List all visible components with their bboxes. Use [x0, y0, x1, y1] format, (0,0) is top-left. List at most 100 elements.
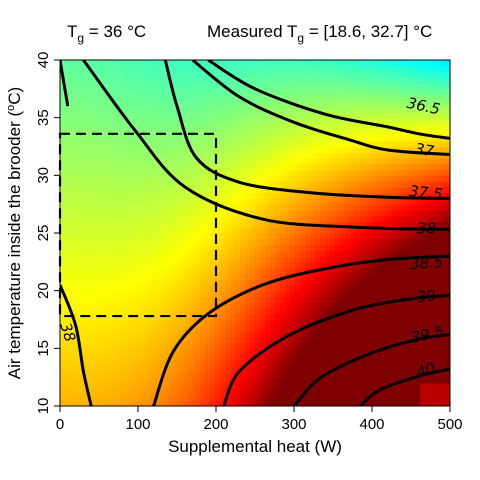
heat-cell [145, 308, 151, 314]
heat-cell [190, 389, 196, 395]
heat-cell [235, 360, 241, 366]
heat-cell [75, 118, 81, 124]
heat-cell [130, 95, 136, 101]
contour-label: 37.5 [408, 182, 443, 203]
heat-cell [85, 302, 91, 308]
heat-cell [270, 60, 276, 66]
heat-cell [120, 285, 126, 291]
heat-cell [165, 100, 171, 106]
heat-cell [145, 268, 151, 274]
heat-cell [190, 354, 196, 360]
heat-cell [285, 262, 291, 268]
heat-cell [380, 308, 386, 314]
heat-cell [300, 343, 306, 349]
heat-cell [115, 72, 121, 78]
heat-cell [110, 72, 116, 78]
heat-cell [400, 141, 406, 147]
heat-cell [265, 193, 271, 199]
heat-cell [230, 250, 236, 256]
heat-cell [265, 256, 271, 262]
heat-cell [195, 394, 201, 400]
heat-cell [290, 314, 296, 320]
heat-cell [155, 360, 161, 366]
heat-cell [65, 187, 71, 193]
heat-cell [315, 354, 321, 360]
heat-cell [375, 60, 381, 66]
heat-cell [100, 371, 106, 377]
heat-cell [345, 106, 351, 112]
heat-cell [75, 164, 81, 170]
heat-cell [315, 170, 321, 176]
heat-cell [75, 360, 81, 366]
heat-cell [255, 360, 261, 366]
heat-cell [160, 302, 166, 308]
heat-cell [395, 268, 401, 274]
heat-cell [70, 181, 76, 187]
heat-cell [145, 371, 151, 377]
heat-cell [100, 193, 106, 199]
heat-cell [365, 273, 371, 279]
heat-cell [210, 383, 216, 389]
heat-cell [350, 320, 356, 326]
heat-cell [325, 337, 331, 343]
heat-cell [65, 371, 71, 377]
heat-cell [405, 83, 411, 89]
heat-cell [315, 216, 321, 222]
heat-cell [370, 320, 376, 326]
heat-cell [185, 291, 191, 297]
heat-cell [200, 152, 206, 158]
heat-cell [290, 337, 296, 343]
heat-cell [335, 216, 341, 222]
heat-cell [370, 89, 376, 95]
heat-cell [210, 147, 216, 153]
heat-cell [175, 187, 181, 193]
heat-cell [115, 210, 121, 216]
heat-cell [110, 320, 116, 326]
heat-cell [355, 325, 361, 331]
heat-cell [285, 366, 291, 372]
heat-cell [365, 89, 371, 95]
heat-cell [440, 204, 446, 210]
heat-cell [245, 348, 251, 354]
heat-cell [170, 221, 176, 227]
heat-cell [175, 296, 181, 302]
heat-cell [125, 279, 131, 285]
heat-cell [295, 141, 301, 147]
heat-cell [80, 193, 86, 199]
heat-cell [430, 175, 436, 181]
heat-cell [205, 383, 211, 389]
heat-cell [370, 60, 376, 66]
heat-cell [135, 170, 141, 176]
heat-cell [355, 95, 361, 101]
heat-cell [265, 273, 271, 279]
heat-cell [285, 291, 291, 297]
heat-cell [220, 216, 226, 222]
heat-cell [150, 198, 156, 204]
heat-cell [175, 377, 181, 383]
heat-cell [340, 216, 346, 222]
heat-cell [150, 60, 156, 66]
heat-cell [390, 77, 396, 83]
heat-cell [120, 337, 126, 343]
heat-cell [395, 331, 401, 337]
heat-cell [260, 394, 266, 400]
heat-cell [315, 198, 321, 204]
heat-cell [95, 279, 101, 285]
heat-cell [360, 147, 366, 153]
heat-cell [260, 389, 266, 395]
heat-cell [355, 147, 361, 153]
heat-cell [330, 383, 336, 389]
heat-cell [140, 239, 146, 245]
heat-cell [70, 354, 76, 360]
heat-cell [110, 383, 116, 389]
heat-cell [210, 320, 216, 326]
heat-cell [395, 291, 401, 297]
heat-cell [315, 204, 321, 210]
heat-cell [255, 170, 261, 176]
heat-cell [405, 279, 411, 285]
heat-cell [245, 221, 251, 227]
heat-cell [285, 164, 291, 170]
heat-cell [435, 123, 441, 129]
heat-cell [265, 135, 271, 141]
heat-cell [390, 308, 396, 314]
